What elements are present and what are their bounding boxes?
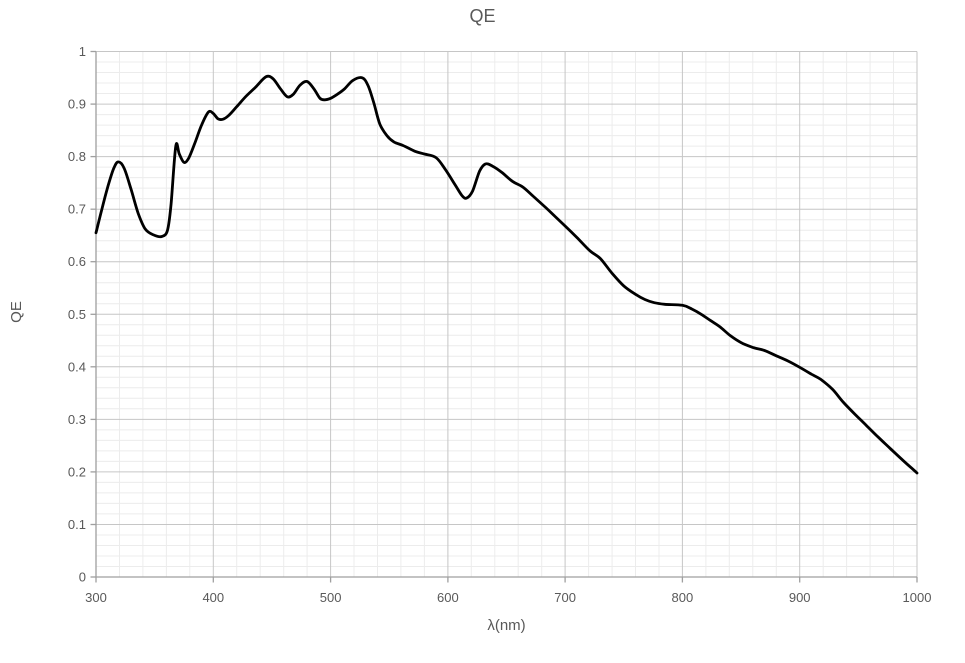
x-tick-label: 700 xyxy=(554,590,576,605)
chart-title: QE xyxy=(469,6,496,26)
y-tick-label: 0.9 xyxy=(68,97,86,112)
x-tick-label: 800 xyxy=(672,590,694,605)
y-axis-title: QE xyxy=(8,301,25,323)
x-axis-title: λ(nm) xyxy=(487,617,526,634)
y-tick-label: 0.2 xyxy=(68,464,86,479)
x-tick-label: 1000 xyxy=(903,590,932,605)
x-tick-label: 900 xyxy=(789,590,811,605)
y-tick-label: 0.7 xyxy=(68,202,86,217)
y-tick-label: 0 xyxy=(79,570,86,585)
x-tick-label: 400 xyxy=(202,590,224,605)
x-tick-label: 500 xyxy=(320,590,342,605)
y-tick-label: 0.1 xyxy=(68,517,86,532)
tick-labels: 300 400 500 600 700 800 900 1000 0 0.1 0.2 0.3 0.4 0.… xyxy=(68,44,932,605)
qe-curve xyxy=(94,74,919,475)
x-tick-label: 600 xyxy=(437,590,459,605)
x-tick-label: 300 xyxy=(85,590,107,605)
y-tick-label: 0.4 xyxy=(68,359,86,374)
y-tick-label: 1 xyxy=(79,44,86,59)
y-tick-label: 0.6 xyxy=(68,254,86,269)
major-gridlines xyxy=(95,51,918,578)
y-tick-label: 0.3 xyxy=(68,412,86,427)
y-tick-label: 0.5 xyxy=(68,307,86,322)
y-tick-label: 0.8 xyxy=(68,149,86,164)
axis-ticks xyxy=(90,50,918,583)
